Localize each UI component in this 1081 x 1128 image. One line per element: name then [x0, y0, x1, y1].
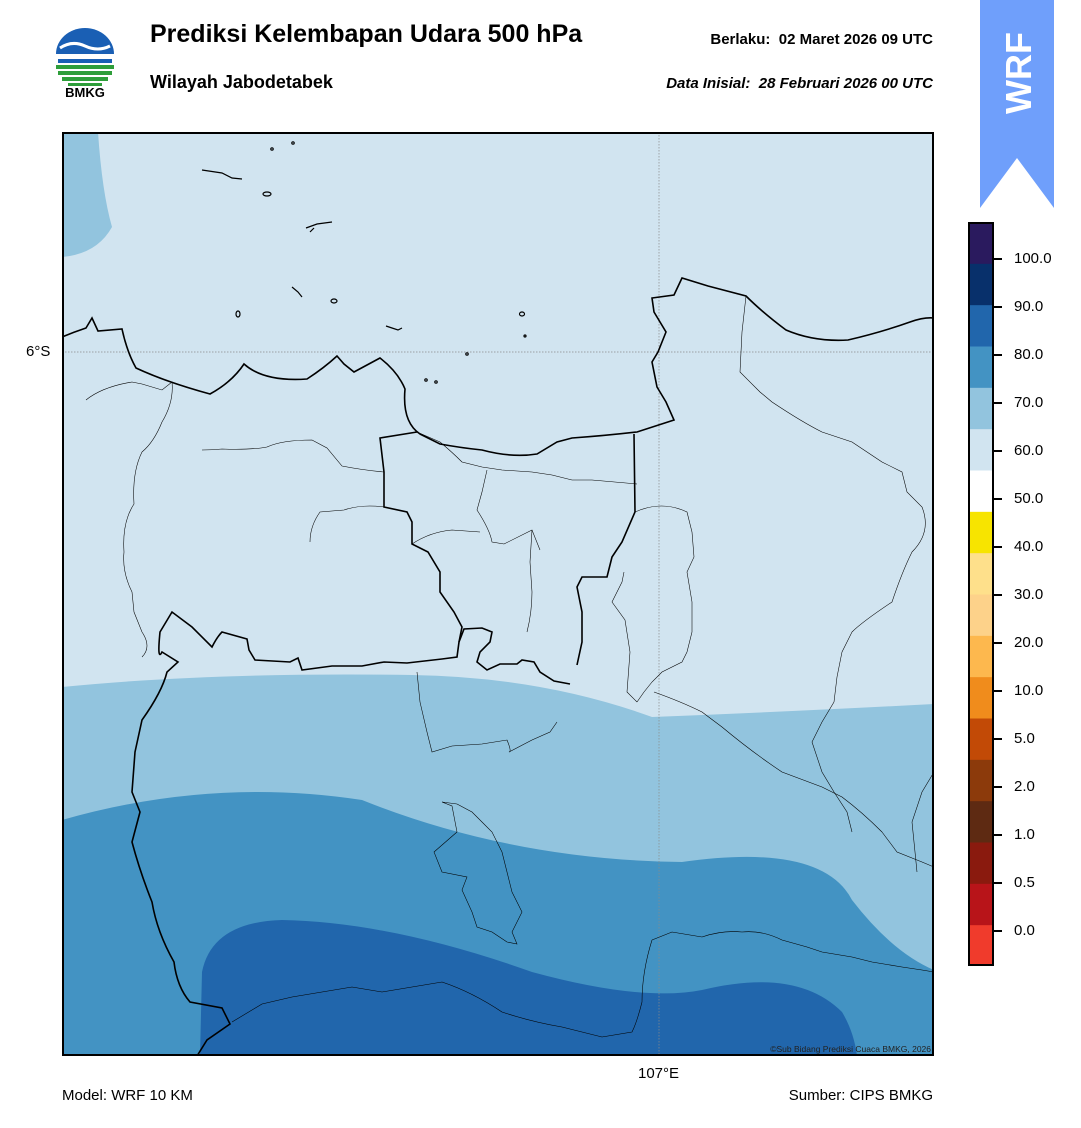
- logo-text: BMKG: [65, 85, 105, 100]
- colorbar-label: 10.0: [1014, 682, 1044, 699]
- map-frame: [62, 132, 934, 1056]
- colorbar-label: 100.0: [1014, 250, 1052, 267]
- colorbar-tick: [994, 786, 1002, 788]
- colorbar-segment: [968, 470, 994, 512]
- colorbar-label: 70.0: [1014, 394, 1044, 411]
- colorbar-segment: [968, 552, 994, 595]
- valid-label: Berlaku:: [710, 31, 771, 48]
- colorbar-label: 2.0: [1014, 778, 1035, 795]
- colorbar-label: 90.0: [1014, 298, 1044, 315]
- colorbar-label: 0.0: [1014, 922, 1035, 939]
- init-time: Data Inisial: 28 Februari 2026 00 UTC: [666, 75, 933, 92]
- regency-boundaries: [85, 295, 934, 1038]
- colorbar-segment: [968, 718, 994, 760]
- valid-value: 02 Maret 2026 09 UTC: [778, 31, 933, 48]
- colorbar-label: 5.0: [1014, 730, 1035, 747]
- init-label: Data Inisial:: [666, 75, 751, 92]
- wrf-badge: WRF: [980, 0, 1054, 208]
- colorbar-segment: [968, 387, 994, 430]
- map-title: Prediksi Kelembapan Udara 500 hPa: [150, 20, 583, 48]
- colorbar-segment: [968, 511, 994, 554]
- lat-label: 6°S: [26, 343, 51, 360]
- model-text: Model: WRF 10 KM: [62, 1087, 193, 1104]
- colorbar-tick: [994, 258, 1002, 260]
- colorbar-tick: [994, 306, 1002, 308]
- coastline-south: [131, 610, 571, 1056]
- colorbar-tick: [994, 642, 1002, 644]
- colorbar-segment: [968, 924, 994, 966]
- colorbar-tick: [994, 450, 1002, 452]
- province-boundary-east: [576, 433, 636, 666]
- colorbar-tick: [994, 738, 1002, 740]
- wrf-badge-text: WRF: [998, 32, 1039, 114]
- colorbar-segment: [968, 304, 994, 347]
- colorbar-segment: [968, 676, 994, 719]
- colorbar-segment: [968, 800, 994, 843]
- colorbar-label: 30.0: [1014, 586, 1044, 603]
- colorbar-label: 20.0: [1014, 634, 1044, 651]
- valid-time: Berlaku: 02 Maret 2026 09 UTC: [710, 31, 933, 48]
- humidity-map: [62, 132, 934, 1056]
- humidity-band-80-90: [200, 920, 857, 1056]
- humidity-patch-60-70: [62, 132, 112, 257]
- colorbar-tick: [994, 690, 1002, 692]
- colorbar-segment: [968, 594, 994, 636]
- colorbar-frame: [968, 222, 994, 966]
- colorbar-label: 40.0: [1014, 538, 1044, 555]
- colorbar-tick: [994, 498, 1002, 500]
- colorbar-label: 60.0: [1014, 442, 1044, 459]
- colorbar-segment: [968, 883, 994, 926]
- colorbar-segment: [968, 222, 994, 264]
- colorbar-label: 0.5: [1014, 874, 1035, 891]
- colorbar-segment: [968, 428, 994, 471]
- colorbar-tick: [994, 402, 1002, 404]
- colorbar-tick: [994, 354, 1002, 356]
- lon-label: 107°E: [638, 1065, 680, 1082]
- colorbar-segment: [968, 346, 994, 388]
- colorbar-label: 50.0: [1014, 490, 1044, 507]
- colorbar-label: 1.0: [1014, 826, 1035, 843]
- colorbar-tick: [994, 834, 1002, 836]
- colorbar-segment: [968, 635, 994, 678]
- colorbar-tick: [994, 882, 1002, 884]
- copyright-text: ©Sub Bidang Prediksi Cuaca BMKG, 2026: [770, 1044, 931, 1054]
- colorbar-tick: [994, 546, 1002, 548]
- colorbar-segment: [968, 759, 994, 802]
- init-value: 28 Februari 2026 00 UTC: [758, 75, 933, 92]
- coastline: [62, 277, 934, 457]
- source-text: Sumber: CIPS BMKG: [788, 1087, 933, 1104]
- colorbar-segment: [968, 842, 994, 884]
- map-subtitle: Wilayah Jabodetabek: [150, 72, 333, 92]
- colorbar-tick: [994, 594, 1002, 596]
- islands: [201, 141, 527, 384]
- colorbar-label: 80.0: [1014, 346, 1044, 363]
- bmkg-logo: [56, 28, 114, 86]
- colorbar: [968, 222, 994, 966]
- colorbar-tick: [994, 930, 1002, 932]
- colorbar-segment: [968, 263, 994, 306]
